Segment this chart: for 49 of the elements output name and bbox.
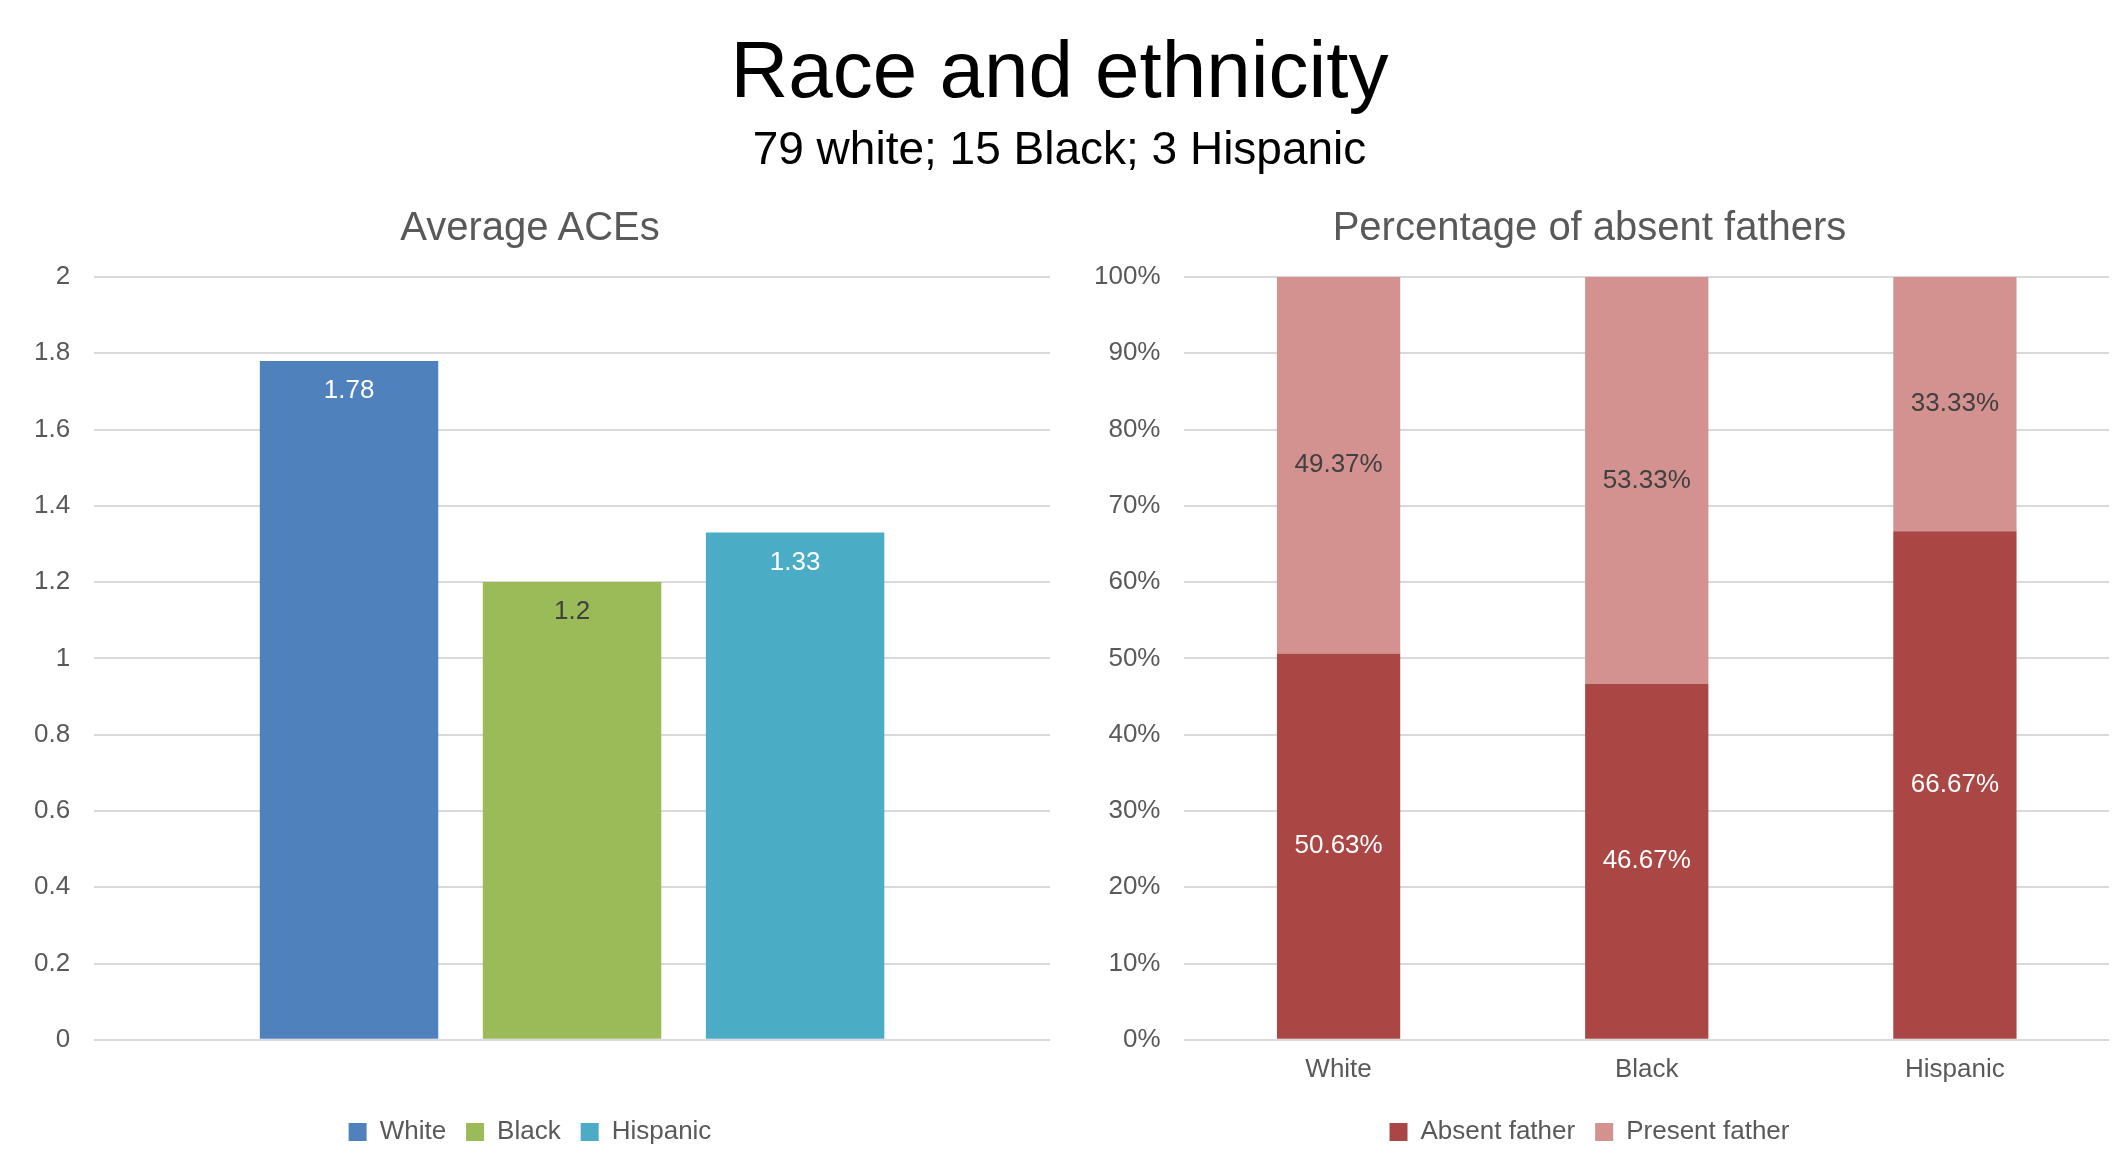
- y-tick-label: 100%: [1094, 260, 1161, 291]
- y-tick-label: 0.6: [33, 794, 71, 825]
- legend-label: Present father: [1626, 1115, 1790, 1146]
- chart-title: Average ACEs: [400, 204, 660, 249]
- legend-label: Hispanic: [611, 1115, 712, 1146]
- text: Race and ethnicity: [729, 24, 1390, 116]
- y-tick-label: 1.6: [33, 412, 71, 443]
- legend-label: Black: [497, 1115, 562, 1146]
- legend-label: Absent father: [1420, 1115, 1576, 1146]
- x-tick-label: White: [1305, 1052, 1372, 1083]
- x-tick-label: Black: [1614, 1052, 1680, 1083]
- y-tick-label: 0.8: [33, 717, 71, 748]
- bar: [1276, 653, 1401, 1039]
- y-tick-label: 0: [55, 1022, 71, 1053]
- y-tick-label: 80%: [1108, 412, 1161, 443]
- data-label: 53.33%: [1602, 463, 1691, 494]
- data-label: 1.2: [553, 595, 591, 626]
- chart-title: Percentage of absent fathers: [1332, 204, 1847, 249]
- bar: [1585, 683, 1709, 1039]
- y-tick-label: 60%: [1108, 565, 1161, 596]
- x-tick-label: Hispanic: [1905, 1052, 2005, 1083]
- y-tick-label: 1.4: [33, 489, 71, 520]
- y-tick-label: 70%: [1108, 489, 1161, 520]
- bar: [1893, 531, 2017, 1039]
- y-tick-label: 1.2: [33, 565, 71, 596]
- y-tick-label: 30%: [1108, 794, 1161, 825]
- y-tick-label: 1.8: [33, 336, 71, 367]
- data-label: 50.63%: [1294, 829, 1383, 860]
- bar: [1585, 277, 1709, 684]
- bar: [1893, 277, 2017, 532]
- y-tick-label: 50%: [1108, 641, 1161, 672]
- y-tick-label: 2: [55, 260, 71, 291]
- legend-label: White: [379, 1115, 447, 1146]
- y-tick-label: 0%: [1122, 1022, 1161, 1053]
- data-label: 1.78: [323, 374, 375, 405]
- y-tick-label: 20%: [1108, 870, 1161, 901]
- data-label: 66.67%: [1910, 768, 2000, 799]
- data-label: 46.67%: [1602, 844, 1691, 875]
- y-tick-label: 10%: [1108, 946, 1161, 977]
- y-tick-label: 0.4: [33, 870, 71, 901]
- y-tick-label: 1: [55, 641, 71, 672]
- bar: [1276, 277, 1401, 654]
- data-label: 49.37%: [1294, 448, 1383, 479]
- y-tick-label: 40%: [1108, 717, 1161, 748]
- text: 79 white; 15 Black; 3 Hispanic: [751, 121, 1368, 176]
- data-label: 1.33: [769, 545, 821, 576]
- y-tick-label: 90%: [1108, 336, 1161, 367]
- data-label: 33.33%: [1910, 387, 2000, 418]
- y-tick-label: 0.2: [33, 946, 71, 977]
